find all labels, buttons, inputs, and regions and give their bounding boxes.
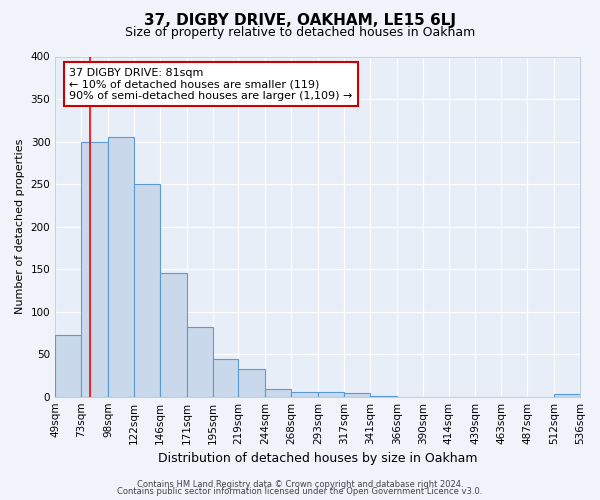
Y-axis label: Number of detached properties: Number of detached properties <box>15 139 25 314</box>
Text: Contains HM Land Registry data © Crown copyright and database right 2024.: Contains HM Land Registry data © Crown c… <box>137 480 463 489</box>
Text: 37, DIGBY DRIVE, OAKHAM, LE15 6LJ: 37, DIGBY DRIVE, OAKHAM, LE15 6LJ <box>144 12 456 28</box>
Bar <box>108 138 134 396</box>
Text: 37 DIGBY DRIVE: 81sqm
← 10% of detached houses are smaller (119)
90% of semi-det: 37 DIGBY DRIVE: 81sqm ← 10% of detached … <box>69 68 352 101</box>
X-axis label: Distribution of detached houses by size in Oakham: Distribution of detached houses by size … <box>158 452 478 465</box>
Bar <box>344 394 370 396</box>
Text: Size of property relative to detached houses in Oakham: Size of property relative to detached ho… <box>125 26 475 39</box>
Bar <box>318 392 344 396</box>
Bar <box>238 370 265 396</box>
Bar <box>160 274 187 396</box>
Bar <box>81 142 108 396</box>
Bar <box>291 392 318 396</box>
Bar <box>134 184 160 396</box>
Bar <box>55 336 81 396</box>
Bar <box>212 360 238 397</box>
Bar <box>554 394 580 396</box>
Bar <box>187 327 212 396</box>
Text: Contains public sector information licensed under the Open Government Licence v3: Contains public sector information licen… <box>118 488 482 496</box>
Bar <box>265 389 291 396</box>
